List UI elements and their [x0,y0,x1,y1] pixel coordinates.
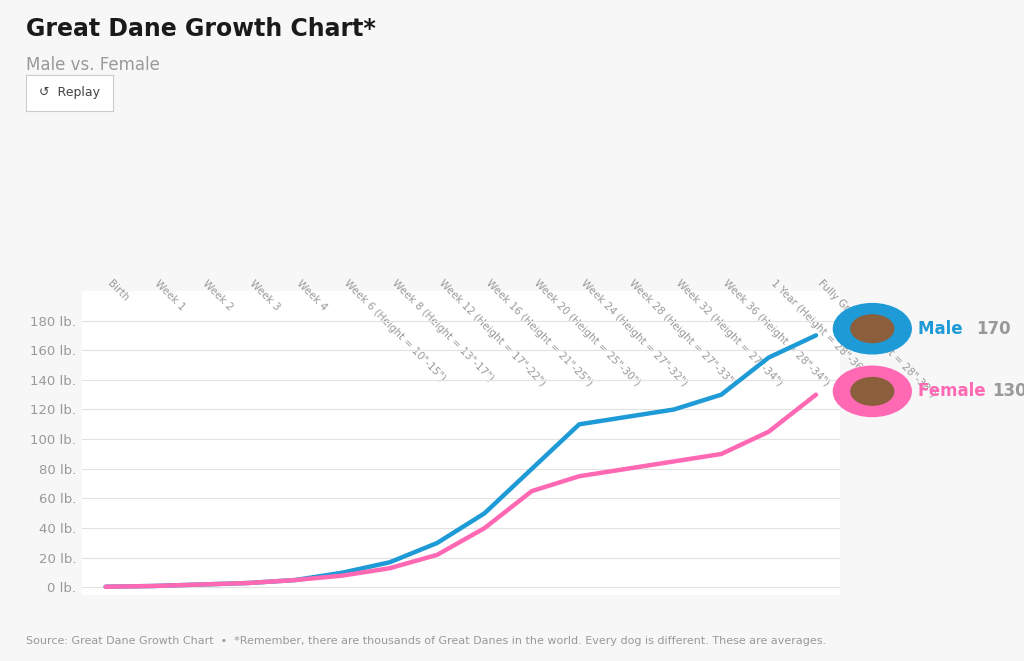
Text: Male vs. Female: Male vs. Female [26,56,160,74]
Text: Male: Male [919,320,969,338]
Text: ↺  Replay: ↺ Replay [39,87,99,99]
Text: Female: Female [919,382,992,401]
Text: 170: 170 [976,320,1011,338]
Text: 130: 130 [992,382,1024,401]
Text: Great Dane Growth Chart*: Great Dane Growth Chart* [26,17,376,40]
Text: Source: Great Dane Growth Chart  •  *Remember, there are thousands of Great Dane: Source: Great Dane Growth Chart • *Remem… [26,637,825,646]
